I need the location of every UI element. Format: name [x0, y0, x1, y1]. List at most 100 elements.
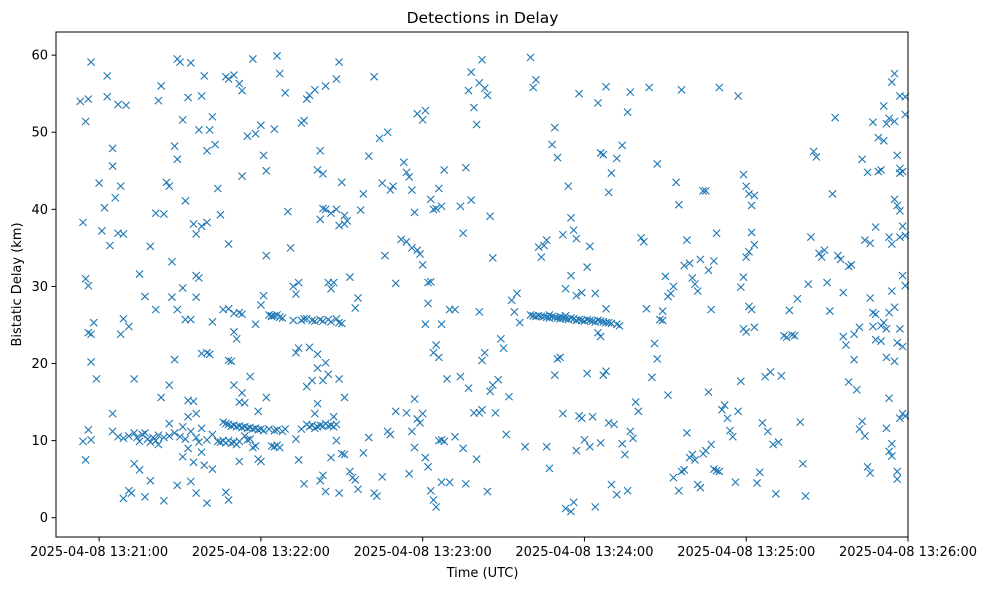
data-point-447 — [558, 314, 567, 323]
data-point-255 — [391, 279, 400, 288]
data-point-21 — [105, 241, 114, 250]
data-point-540 — [693, 287, 702, 296]
data-point-418 — [531, 75, 540, 84]
data-point-31 — [119, 314, 128, 323]
data-point-494 — [591, 502, 600, 511]
data-point-473 — [585, 242, 594, 251]
data-point-100 — [154, 431, 163, 440]
data-point-247 — [364, 152, 373, 161]
data-point-490 — [580, 435, 589, 444]
data-point-460 — [593, 316, 602, 325]
data-point-191 — [243, 132, 252, 141]
data-point-205 — [262, 393, 271, 402]
data-point-189 — [235, 79, 244, 88]
data-point-252 — [383, 128, 392, 137]
data-point-118 — [154, 440, 163, 449]
data-point-333 — [399, 158, 408, 167]
data-point-594 — [753, 479, 762, 488]
data-point-39 — [157, 81, 166, 90]
data-point-535 — [680, 261, 689, 270]
data-point-32 — [124, 322, 133, 331]
data-point-564 — [704, 388, 713, 397]
data-point-184 — [262, 251, 271, 260]
data-point-97 — [146, 438, 155, 447]
data-point-248 — [370, 72, 379, 81]
data-point-63 — [194, 273, 203, 282]
data-point-392 — [486, 387, 495, 396]
data-point-420 — [537, 253, 546, 262]
data-point-325 — [386, 430, 395, 439]
data-point-603 — [777, 371, 786, 380]
data-point-206 — [265, 425, 273, 434]
data-point-523 — [647, 373, 656, 382]
data-point-667 — [871, 223, 880, 232]
data-point-30 — [116, 330, 125, 339]
data-point-128 — [197, 448, 206, 457]
data-point-502 — [618, 439, 627, 448]
data-point-492 — [585, 442, 594, 451]
data-point-172 — [240, 398, 249, 407]
data-point-544 — [704, 266, 713, 275]
data-point-214 — [235, 457, 244, 466]
data-point-44 — [170, 142, 179, 151]
data-point-497 — [602, 367, 611, 376]
data-point-618 — [817, 253, 826, 262]
data-point-584 — [742, 253, 751, 262]
data-point-217 — [273, 425, 282, 434]
data-point-286 — [329, 412, 338, 421]
data-point-651 — [890, 357, 899, 366]
data-point-262 — [340, 211, 349, 220]
data-point-600 — [769, 440, 778, 449]
data-point-479 — [545, 464, 554, 473]
data-point-254 — [389, 182, 398, 191]
data-point-265 — [294, 344, 303, 353]
data-point-17 — [97, 226, 106, 235]
data-point-253 — [386, 186, 395, 195]
data-point-671 — [890, 303, 899, 312]
data-point-376 — [459, 229, 468, 238]
data-point-407 — [496, 334, 505, 343]
data-point-685 — [890, 117, 899, 126]
data-point-617 — [815, 249, 824, 258]
data-point-500 — [610, 420, 619, 429]
data-point-561 — [696, 483, 705, 492]
data-point-246 — [359, 189, 368, 198]
data-point-335 — [405, 172, 414, 181]
data-point-233 — [321, 81, 330, 90]
data-point-101 — [159, 433, 168, 442]
data-point-378 — [464, 86, 473, 95]
data-point-506 — [628, 434, 637, 443]
data-point-383 — [478, 55, 486, 64]
data-point-231 — [316, 215, 325, 224]
data-point-244 — [353, 294, 362, 302]
data-point-468 — [561, 284, 570, 293]
data-point-224 — [294, 278, 303, 287]
data-point-339 — [418, 115, 427, 124]
data-point-239 — [337, 178, 346, 187]
data-point-283 — [313, 364, 322, 373]
data-point-607 — [788, 331, 797, 339]
data-point-65 — [186, 315, 195, 324]
data-point-134 — [221, 419, 230, 428]
data-point-501 — [612, 490, 621, 499]
data-point-531 — [669, 282, 678, 291]
data-point-484 — [561, 504, 570, 513]
data-point-654 — [898, 342, 907, 351]
data-point-303 — [294, 455, 303, 464]
data-point-38 — [154, 96, 163, 105]
data-point-598 — [763, 427, 772, 436]
data-point-504 — [623, 486, 632, 495]
data-point-364 — [426, 486, 435, 495]
x-tick-label-2: 2025-04-08 13:23:00 — [354, 545, 492, 560]
data-point-546 — [709, 256, 718, 265]
data-point-287 — [335, 374, 344, 383]
data-point-405 — [491, 408, 500, 417]
data-point-403 — [445, 478, 454, 487]
data-point-582 — [736, 283, 745, 292]
data-point-187 — [224, 75, 233, 84]
data-point-111 — [119, 494, 128, 503]
data-point-56 — [202, 146, 211, 155]
data-point-235 — [327, 284, 336, 293]
data-point-406 — [494, 375, 503, 384]
data-point-547 — [712, 229, 721, 238]
